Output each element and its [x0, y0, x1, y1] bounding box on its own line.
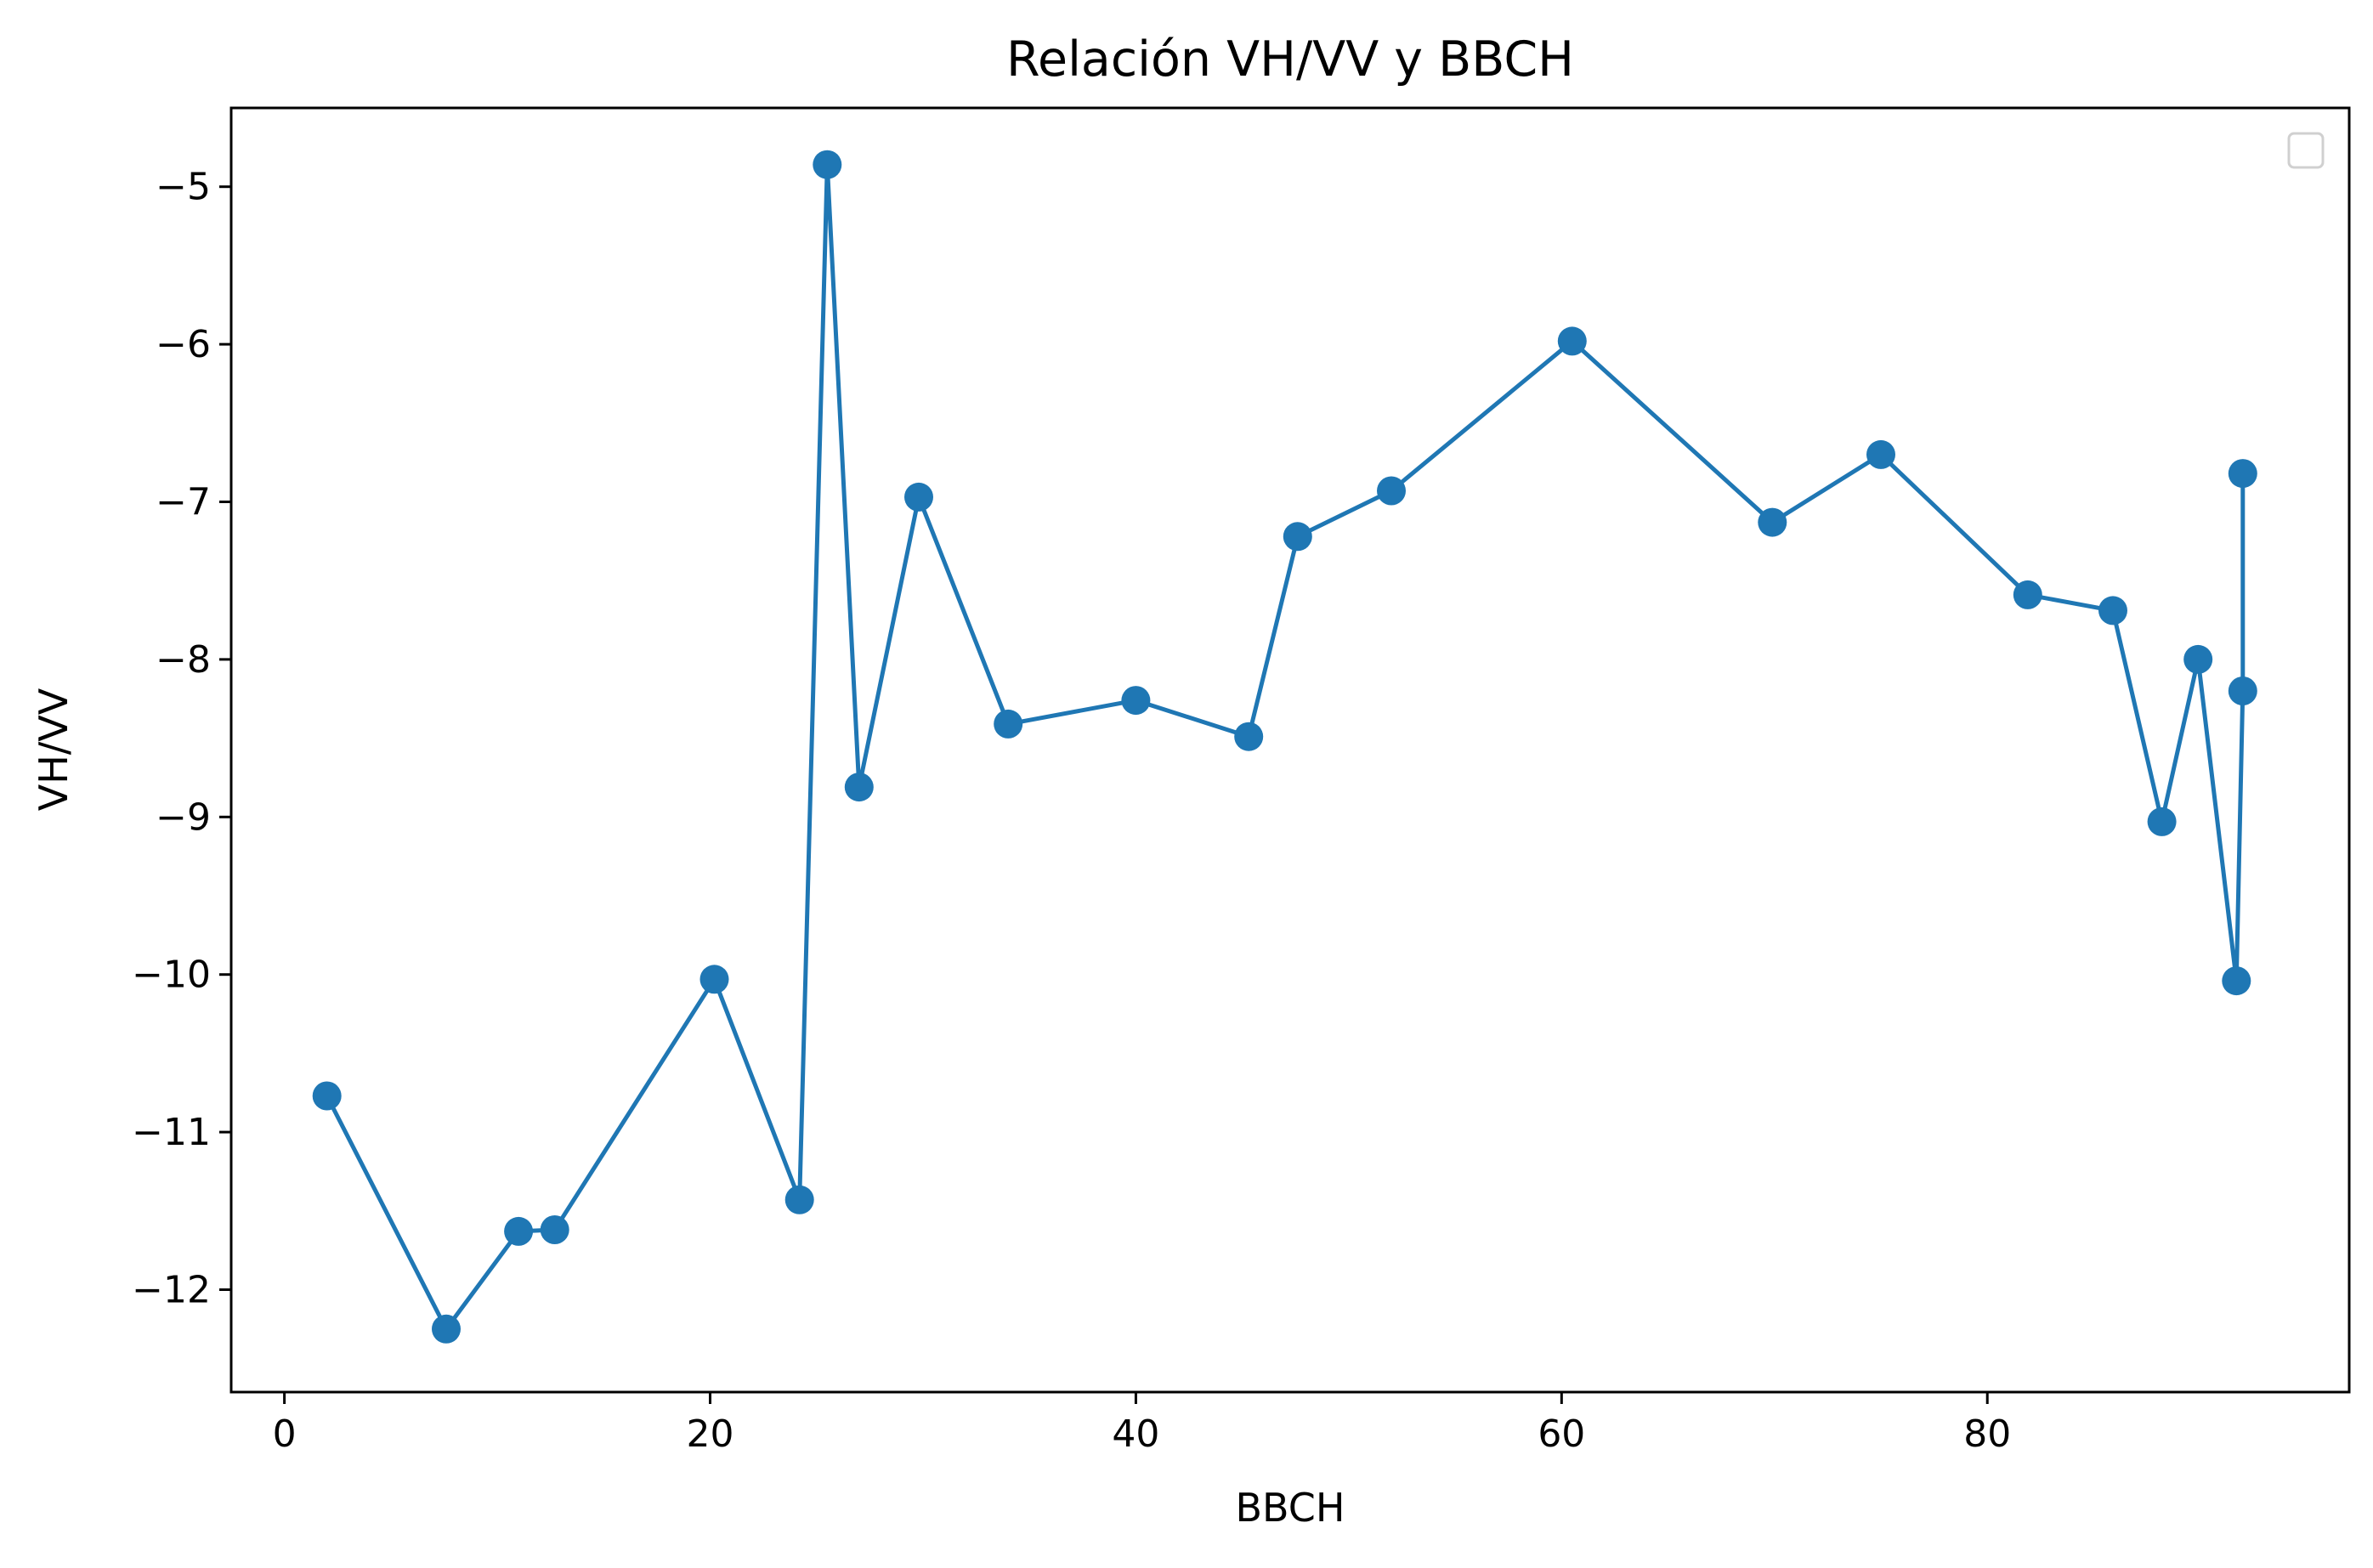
y-tick-label: −11	[132, 1111, 211, 1154]
data-point	[1866, 439, 1895, 469]
data-point	[2183, 644, 2213, 674]
y-tick-label: −8	[156, 638, 211, 682]
data-point	[2228, 676, 2257, 705]
x-tick-label: 20	[687, 1412, 734, 1456]
data-point	[432, 1314, 461, 1344]
series-layer	[312, 150, 2257, 1344]
series-line	[325, 162, 2246, 1332]
data-point	[540, 1215, 569, 1244]
data-point	[312, 1081, 342, 1111]
x-tick-label: 0	[273, 1412, 297, 1456]
data-point	[1557, 326, 1587, 356]
data-point	[699, 965, 729, 994]
y-tick-label: −6	[156, 323, 211, 366]
plot-frame	[229, 106, 2351, 1394]
x-tick-label: 60	[1538, 1412, 1585, 1456]
x-axis-label: BBCH	[1235, 1485, 1345, 1531]
legend-box	[2287, 132, 2325, 169]
data-point	[2013, 580, 2042, 609]
data-point	[994, 709, 1023, 739]
x-tick-label: 40	[1112, 1412, 1159, 1456]
data-point	[904, 482, 933, 512]
data-point	[504, 1216, 534, 1246]
data-point	[1758, 507, 1787, 537]
y-axis-label: VH/VV	[31, 688, 76, 811]
plot-background	[231, 108, 2349, 1392]
data-point	[1121, 686, 1151, 716]
y-tick-label: −7	[156, 480, 211, 524]
data-point	[2098, 596, 2127, 626]
chart-title: Relación VH/VV y BBCH	[1006, 31, 1574, 88]
y-axis-ticks: −12 −11 −10 −9 −8 −7 −6 −5	[132, 166, 231, 1311]
x-axis-ticks: 0 20 40 60 80	[273, 1392, 2011, 1456]
data-point	[1377, 476, 1406, 506]
y-tick-label: −5	[156, 166, 211, 209]
data-point	[1283, 522, 1312, 552]
data-point	[844, 773, 874, 802]
y-tick-label: −9	[156, 795, 211, 839]
data-point	[813, 150, 842, 179]
y-tick-label: −12	[132, 1268, 211, 1311]
data-point	[2228, 459, 2257, 489]
x-tick-label: 80	[1963, 1412, 2011, 1456]
data-point	[784, 1185, 814, 1214]
data-point	[1234, 722, 1264, 751]
y-tick-label: −10	[132, 954, 211, 997]
data-point	[2222, 966, 2251, 996]
data-point	[2147, 807, 2177, 836]
